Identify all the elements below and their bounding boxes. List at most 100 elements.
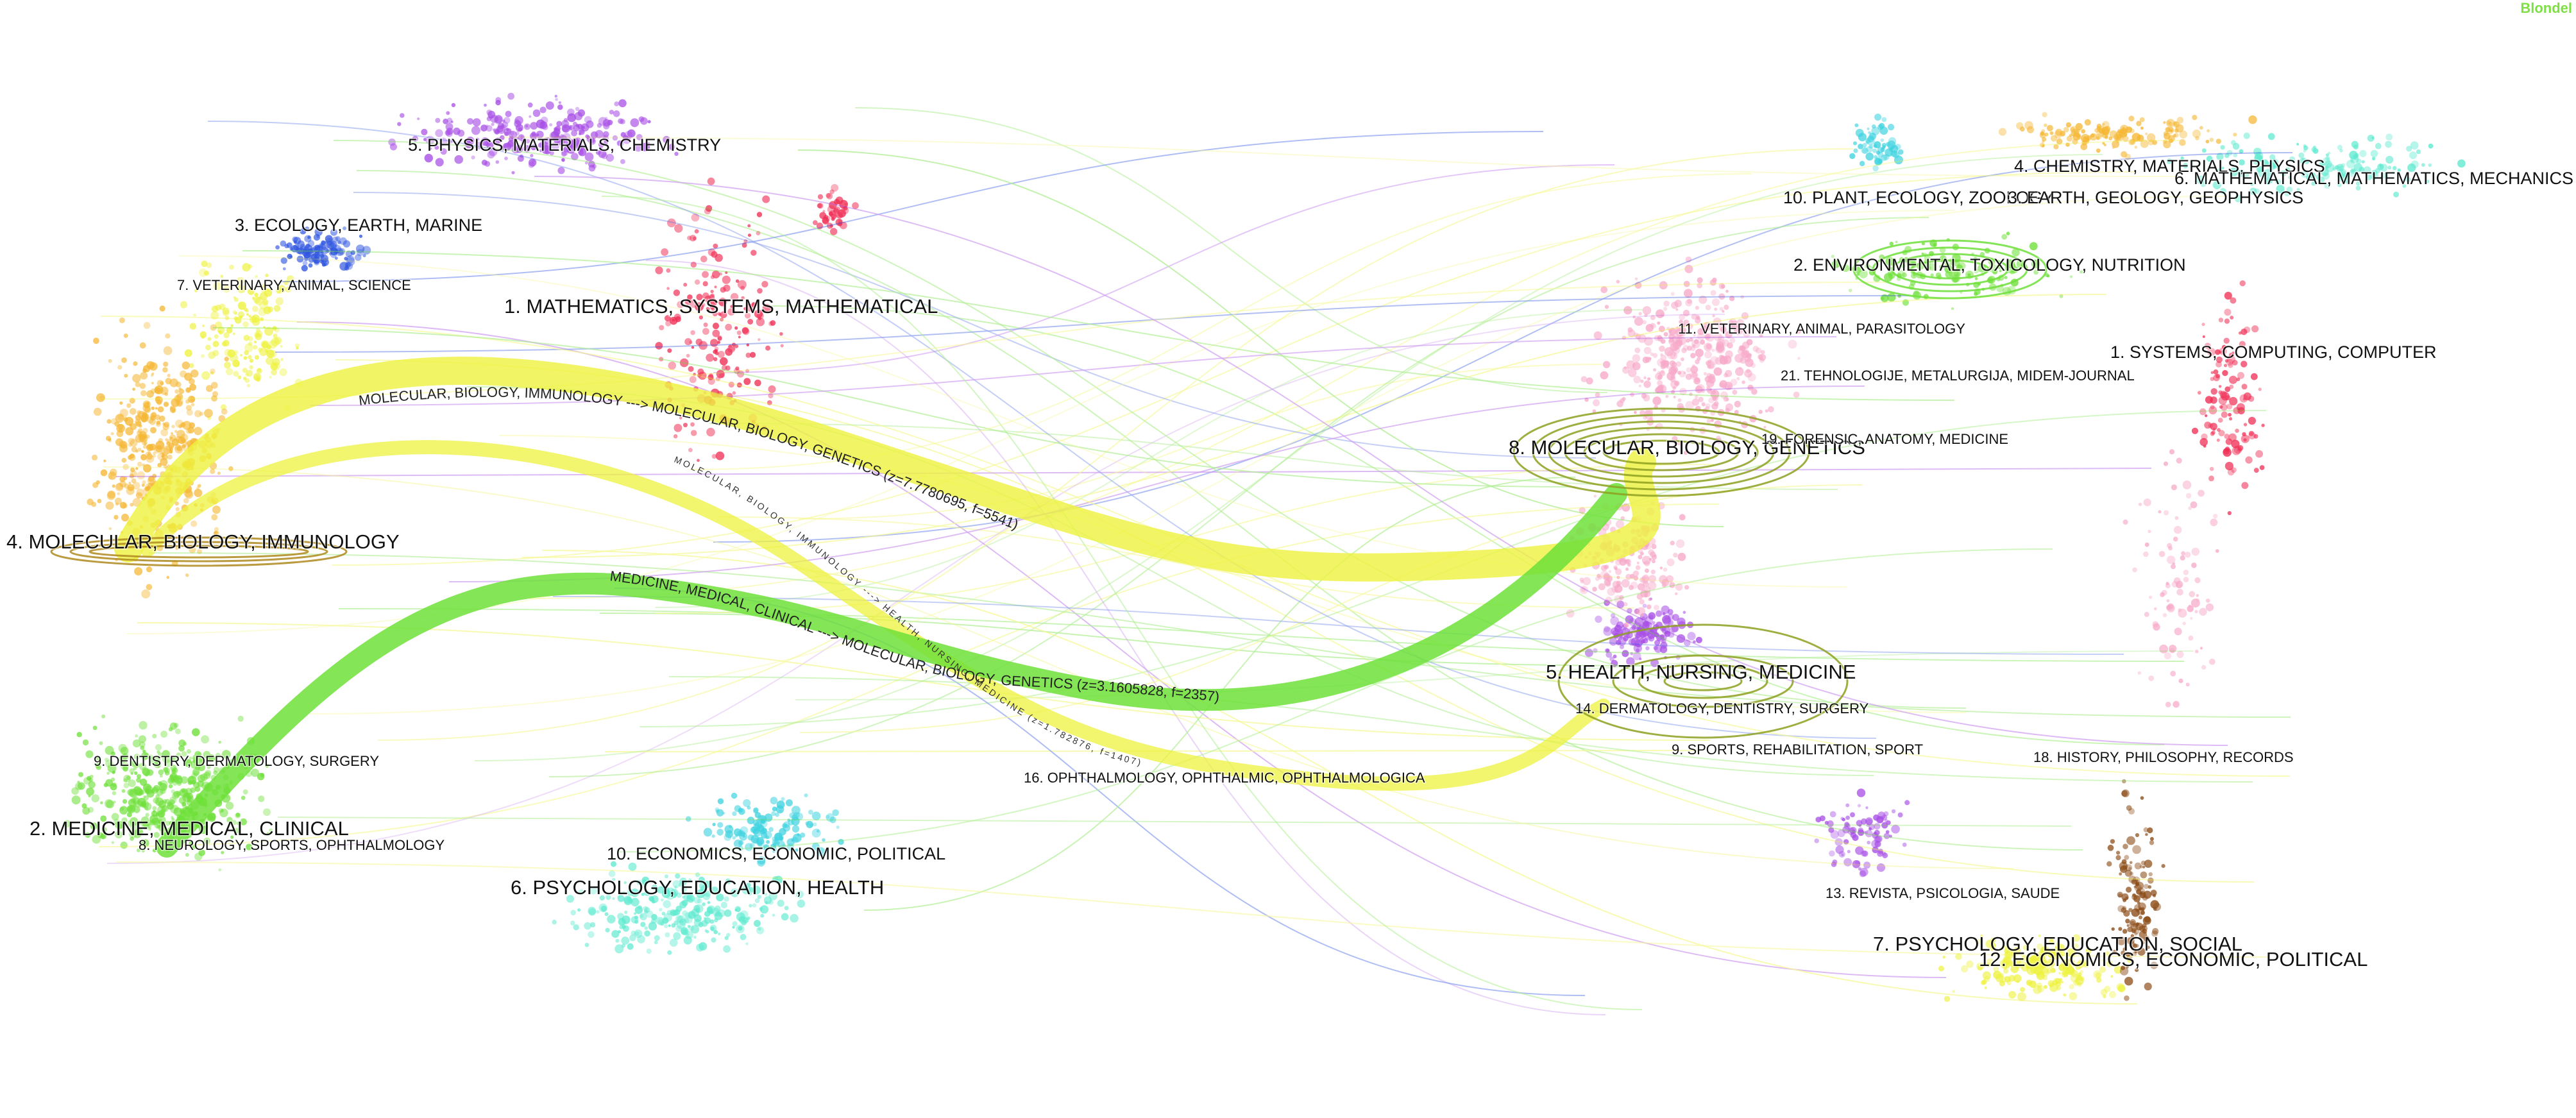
journal-dot [629,934,636,942]
journal-dot [614,944,624,954]
journal-dot [170,765,177,772]
journal-dot [217,471,221,475]
journal-dot [1645,646,1650,650]
journal-dot [142,749,146,753]
journal-dot [1854,266,1861,274]
journal-dot [1684,264,1693,273]
journal-dot [710,275,715,280]
journal-dot [2136,121,2142,126]
journal-dot [1636,561,1640,564]
journal-dot [752,885,761,895]
journal-dot [233,297,239,302]
journal-dot [264,289,273,297]
citing-cluster-labels: 5. PHYSICS, MATERIALS, CHEMISTRY 3. ECOL… [6,135,947,900]
journal-dot [224,357,229,362]
journal-dot [82,739,89,746]
journal-dot [135,734,139,738]
journal-dot [205,770,212,776]
journal-dot [2353,163,2362,172]
citation-link [377,148,1854,741]
journal-dot [2216,361,2222,368]
journal-dot [2324,160,2332,168]
citation-link [309,196,2228,715]
journal-dot [754,920,761,927]
journal-dot [711,937,716,943]
journal-dot [271,369,277,376]
journal-dot [690,925,700,934]
citing-cluster-label: 7. VETERINARY, ANIMAL, SCIENCE [177,277,411,293]
journal-dot [131,805,135,809]
journal-dot [490,115,498,123]
journal-dot [643,930,650,937]
journal-dot [2118,927,2123,931]
journal-dot [130,836,135,841]
citing-cluster-label: 6. PSYCHOLOGY, EDUCATION, HEALTH [511,876,884,899]
journal-dot [2128,115,2135,122]
journal-dot [487,151,495,159]
journal-dot [2016,980,2020,983]
journal-dot [171,816,174,819]
journal-dot [666,146,670,149]
journal-dot [2228,417,2233,421]
journal-dot [604,117,608,121]
journal-dot [1725,403,1734,412]
journal-dot [2196,598,2199,602]
journal-dot [1843,858,1852,867]
journal-dot [617,895,621,899]
journal-dot [126,403,131,408]
journal-dot [1711,390,1716,394]
journal-dot [2213,374,2220,382]
journal-dot [1670,366,1679,374]
journal-dot [2216,438,2220,442]
journal-dot [1872,846,1879,854]
journal-dot [119,502,127,509]
journal-dot [1690,366,1699,374]
journal-dot [2428,163,2432,167]
journal-dot [1860,850,1867,857]
journal-dot [139,741,146,748]
journal-dot [85,832,91,838]
journal-dot [173,790,181,798]
journal-dot [2137,947,2146,956]
journal-dot [2216,153,2224,160]
journal-dot [1715,357,1723,365]
journal-dot [1660,641,1668,649]
journal-dot [87,498,94,505]
journal-dot [1675,539,1685,548]
journal-dot [167,454,173,460]
journal-dot [338,248,346,255]
journal-dot [1689,337,1693,342]
cited-cluster-label: 8. MOLECULAR, BIOLOGY, GENETICS [1509,436,1865,459]
journal-dot [1641,574,1650,582]
journal-dot [713,243,718,249]
journal-dot [1620,516,1625,521]
journal-dot [2210,388,2217,395]
journal-dot [1634,411,1637,414]
path-molecular-to-health [140,440,1611,791]
journal-dot [2055,952,2063,960]
journal-dot [743,307,747,310]
journal-dot [1627,607,1632,614]
journal-dot [1632,362,1641,371]
journal-dot [2164,132,2171,140]
journal-dot [101,827,107,833]
journal-dot [599,895,605,901]
journal-dot [624,910,628,915]
journal-dot [1887,140,1896,149]
journal-dot [2053,144,2059,149]
journal-dot [735,279,740,283]
journal-dot [699,315,704,320]
journal-dot [1992,269,1998,275]
journal-dot [278,285,286,293]
journal-dot [2182,622,2186,625]
journal-dot [558,101,561,105]
journal-dot [2126,965,2129,969]
journal-dot [1853,148,1858,153]
journal-dot [674,224,683,233]
journal-dot [1672,386,1677,390]
journal-dot [1907,267,1911,271]
journal-dot [246,843,253,851]
journal-dot [584,152,594,162]
journal-dot [2076,133,2081,138]
journal-dot [266,349,275,358]
